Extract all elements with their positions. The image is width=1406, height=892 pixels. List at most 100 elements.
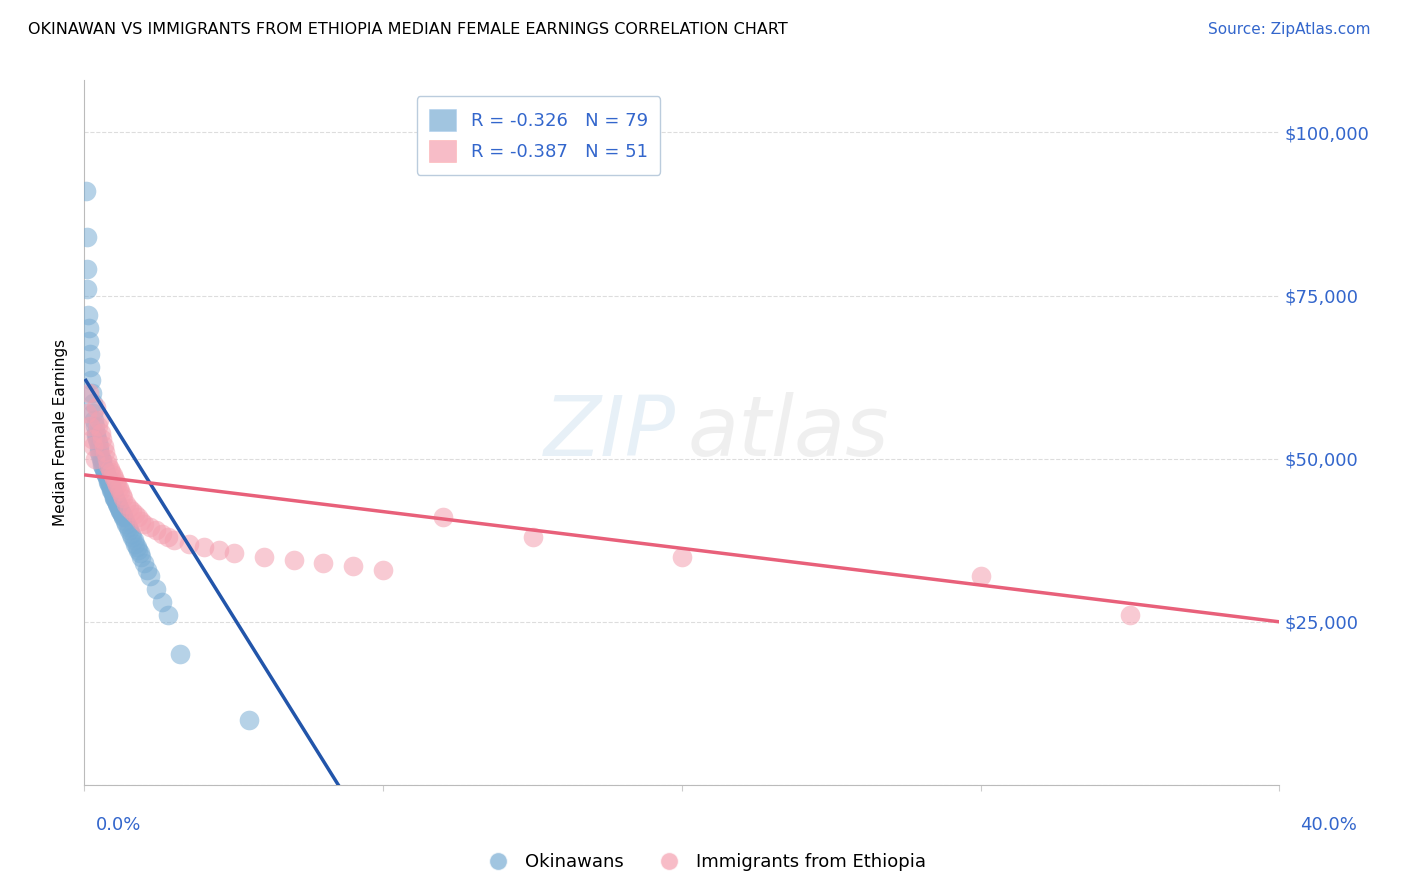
Point bbox=[76, 406, 98, 420]
Point bbox=[91, 459, 114, 474]
Point bbox=[77, 386, 100, 401]
Point bbox=[91, 455, 114, 469]
Point bbox=[253, 549, 276, 564]
Point bbox=[100, 465, 122, 479]
Point bbox=[169, 648, 191, 662]
Y-axis label: Median Female Earnings: Median Female Earnings bbox=[53, 339, 69, 526]
Point bbox=[82, 396, 104, 410]
Text: atlas: atlas bbox=[688, 392, 890, 473]
Point bbox=[122, 533, 145, 548]
Point bbox=[283, 553, 305, 567]
Point bbox=[132, 516, 156, 531]
Point bbox=[82, 406, 104, 420]
Point bbox=[115, 497, 138, 511]
Point bbox=[93, 463, 115, 477]
Point bbox=[342, 559, 364, 574]
Point bbox=[107, 499, 129, 513]
Point bbox=[111, 507, 134, 521]
Point bbox=[93, 461, 115, 475]
Point bbox=[157, 530, 180, 544]
Point bbox=[97, 471, 120, 485]
Point bbox=[79, 347, 101, 361]
Point bbox=[91, 432, 114, 446]
Point bbox=[100, 483, 122, 497]
Point bbox=[129, 549, 152, 564]
Point bbox=[100, 481, 122, 495]
Text: OKINAWAN VS IMMIGRANTS FROM ETHIOPIA MEDIAN FEMALE EARNINGS CORRELATION CHART: OKINAWAN VS IMMIGRANTS FROM ETHIOPIA MED… bbox=[28, 22, 787, 37]
Point bbox=[90, 451, 112, 466]
Point bbox=[110, 505, 132, 519]
Point bbox=[101, 485, 124, 500]
Point bbox=[103, 491, 125, 505]
Point bbox=[110, 504, 132, 518]
Point bbox=[117, 520, 139, 534]
Point bbox=[76, 282, 98, 296]
Point bbox=[101, 468, 124, 483]
Point bbox=[86, 429, 108, 443]
Point bbox=[193, 540, 215, 554]
Point bbox=[98, 478, 121, 492]
Point bbox=[105, 497, 128, 511]
Point bbox=[83, 412, 105, 426]
Point bbox=[127, 543, 149, 558]
Point bbox=[208, 543, 231, 558]
Point bbox=[101, 484, 124, 499]
Point bbox=[79, 360, 101, 375]
Point bbox=[114, 514, 136, 528]
Point bbox=[108, 502, 131, 516]
Point bbox=[97, 458, 120, 473]
Point bbox=[112, 491, 135, 505]
Point bbox=[145, 524, 167, 538]
Point bbox=[105, 478, 128, 492]
Point bbox=[522, 530, 544, 544]
Point bbox=[89, 445, 111, 459]
Point bbox=[112, 510, 135, 524]
Point bbox=[103, 487, 125, 501]
Point bbox=[103, 490, 125, 504]
Point bbox=[97, 476, 120, 491]
Point bbox=[157, 608, 180, 623]
Text: 40.0%: 40.0% bbox=[1301, 816, 1357, 834]
Text: Source: ZipAtlas.com: Source: ZipAtlas.com bbox=[1208, 22, 1371, 37]
Legend: Okinawans, Immigrants from Ethiopia: Okinawans, Immigrants from Ethiopia bbox=[472, 847, 934, 879]
Point bbox=[107, 481, 129, 495]
Text: 0.0%: 0.0% bbox=[96, 816, 141, 834]
Point bbox=[177, 536, 200, 550]
Point bbox=[1119, 608, 1142, 623]
Point bbox=[82, 439, 104, 453]
Point bbox=[432, 510, 454, 524]
Point bbox=[128, 546, 150, 560]
Point bbox=[97, 475, 120, 489]
Point bbox=[150, 526, 173, 541]
Point bbox=[121, 530, 143, 544]
Point bbox=[105, 496, 128, 510]
Point bbox=[111, 487, 134, 501]
Point bbox=[111, 509, 134, 524]
Point bbox=[83, 451, 105, 466]
Point bbox=[87, 439, 110, 453]
Point bbox=[118, 524, 141, 538]
Point bbox=[121, 504, 143, 518]
Text: ZIP: ZIP bbox=[544, 392, 676, 473]
Point bbox=[139, 569, 162, 583]
Point bbox=[80, 386, 103, 401]
Point bbox=[76, 262, 98, 277]
Point bbox=[124, 536, 146, 550]
Point bbox=[86, 400, 108, 414]
Point bbox=[129, 514, 152, 528]
Point bbox=[238, 713, 260, 727]
Point bbox=[104, 492, 127, 507]
Point bbox=[87, 435, 110, 450]
Point bbox=[373, 563, 395, 577]
Point bbox=[94, 466, 117, 480]
Point bbox=[75, 184, 97, 198]
Point bbox=[87, 419, 110, 434]
Point bbox=[86, 432, 108, 446]
Point bbox=[222, 546, 245, 560]
Point bbox=[104, 494, 127, 508]
Point bbox=[80, 373, 103, 387]
Point bbox=[89, 412, 111, 426]
Point bbox=[83, 419, 105, 434]
Point bbox=[125, 540, 148, 554]
Point bbox=[312, 556, 335, 570]
